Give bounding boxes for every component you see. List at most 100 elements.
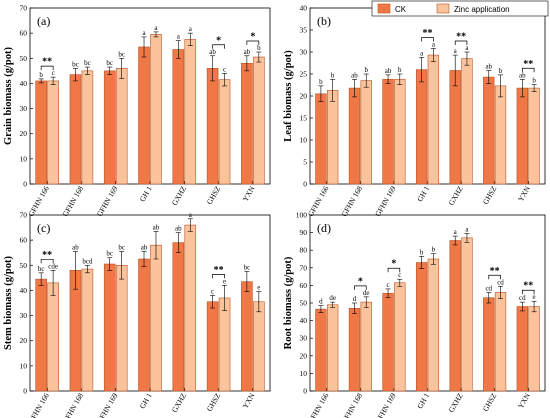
significance-letter: a — [142, 29, 146, 37]
category-label: GFHN 168 — [340, 184, 365, 218]
bar-zinc — [184, 39, 197, 185]
significance-star: * — [358, 276, 363, 287]
significance-letter: c — [387, 281, 390, 289]
bar-ck — [449, 70, 461, 185]
significance-letter: cd — [497, 278, 504, 286]
bar-ck — [172, 49, 185, 185]
category-label: GFHN 169 — [95, 184, 120, 218]
y-tick-label: 0 — [23, 387, 27, 396]
chart-panel: 0 10 20 30 40 50 60 70 Grain biomass (g/pot) (a) b… — [3, 4, 271, 218]
bar-zinc — [47, 282, 59, 392]
significance-letter: a — [465, 225, 469, 233]
significance-letter: c — [398, 271, 401, 279]
y-axis-title: Stem biomass (g/pot) — [3, 256, 14, 350]
bar-zinc — [394, 282, 406, 392]
significance-letter: b — [257, 44, 261, 52]
category-label: GFHN 166 — [26, 184, 51, 218]
category-label: GXHZ — [447, 391, 465, 414]
y-tick-label: 30 — [300, 334, 308, 343]
y-tick-label: 15 — [300, 114, 308, 123]
y-tick-label: 10 — [20, 361, 28, 370]
significance-letter: ab — [385, 67, 392, 75]
significance-star: ** — [523, 281, 533, 292]
panel-label: (d) — [317, 221, 331, 235]
significance-bracket — [421, 37, 434, 42]
significance-letter: a — [420, 49, 424, 57]
category-label: YXN — [516, 184, 532, 203]
bar-ck — [241, 281, 253, 392]
panel-label: (b) — [317, 14, 331, 28]
bar-zinc — [218, 297, 231, 392]
significance-letter: a — [154, 24, 158, 32]
bar-zinc — [218, 79, 231, 185]
significance-bracket — [246, 40, 260, 45]
panel-label: (a) — [37, 14, 50, 28]
significance-letter: bc — [72, 60, 79, 68]
bar-zinc — [115, 68, 128, 185]
significance-star: ** — [523, 59, 533, 70]
significance-letter: ab — [519, 71, 526, 79]
significance-letter: b — [499, 67, 503, 75]
plot-frame — [29, 214, 271, 392]
category-label: GFHN 168 — [61, 391, 86, 418]
bar-ck — [103, 70, 116, 185]
significance-bracket — [212, 44, 225, 49]
y-tick-label: 30 — [20, 104, 28, 113]
category-label: GXHZ — [170, 184, 188, 207]
bar-zinc — [394, 78, 406, 185]
category-label: GFHN 169 — [373, 184, 398, 218]
significance-letter: a — [465, 44, 469, 52]
significance-letter: d — [319, 298, 323, 306]
significance-letter: a — [454, 228, 458, 236]
y-tick-label: 20 — [300, 351, 308, 360]
significance-letter: de — [329, 294, 336, 302]
bar-zinc — [427, 258, 440, 392]
y-tick-label: 10 — [300, 369, 308, 378]
legend-label-zinc: Zinc application — [454, 5, 510, 14]
significance-star: * — [216, 35, 221, 46]
category-label: GHSZ — [205, 391, 223, 413]
category-label: GFHN 166 — [26, 391, 51, 418]
bar-ck — [415, 262, 428, 392]
category-label: GHSZ — [481, 391, 499, 413]
significance-star: ** — [423, 28, 433, 39]
y-tick-label: 10 — [20, 154, 28, 163]
bar-zinc — [81, 70, 94, 185]
significance-letter: bc — [38, 265, 45, 273]
y-tick-label: 20 — [300, 92, 308, 101]
significance-letter: bc — [118, 243, 125, 251]
bar-zinc — [253, 301, 265, 392]
bar-zinc — [326, 89, 339, 185]
significance-letter: bc — [244, 264, 251, 272]
legend-box — [371, 0, 549, 17]
bar-ck — [415, 69, 428, 185]
y-tick-label: 70 — [20, 211, 28, 220]
significance-bracket — [354, 285, 367, 290]
significance-letter: bc — [118, 50, 125, 58]
significance-letter: ab — [153, 223, 160, 231]
y-tick-label: 40 — [20, 79, 28, 88]
bar-zinc — [494, 85, 507, 185]
bar-ck — [103, 263, 116, 392]
y-tick-label: 70 — [300, 263, 308, 272]
bar-zinc — [528, 306, 540, 392]
significance-letter: ab — [244, 48, 251, 56]
y-tick-label: 60 — [300, 281, 308, 290]
significance-star: * — [391, 259, 396, 270]
bar-ck — [138, 46, 150, 185]
bar-ck — [35, 278, 47, 392]
significance-letter: b — [39, 71, 43, 79]
y-tick-label: 30 — [20, 311, 28, 320]
bar-zinc — [115, 264, 128, 392]
category-label: GHSZ — [205, 184, 223, 206]
significance-letter: c — [52, 69, 55, 77]
significance-letter: b — [319, 78, 323, 86]
significance-star: ** — [214, 265, 224, 276]
significance-letter: a — [432, 40, 436, 48]
significance-bracket — [40, 65, 54, 71]
legend-swatch-zinc — [436, 3, 450, 14]
y-axis-title: Root biomass (g/pot) — [283, 256, 294, 349]
y-tick-label: 40 — [20, 286, 28, 295]
y-tick-label: 80 — [300, 246, 308, 255]
category-label: GFHN 168 — [340, 391, 365, 418]
